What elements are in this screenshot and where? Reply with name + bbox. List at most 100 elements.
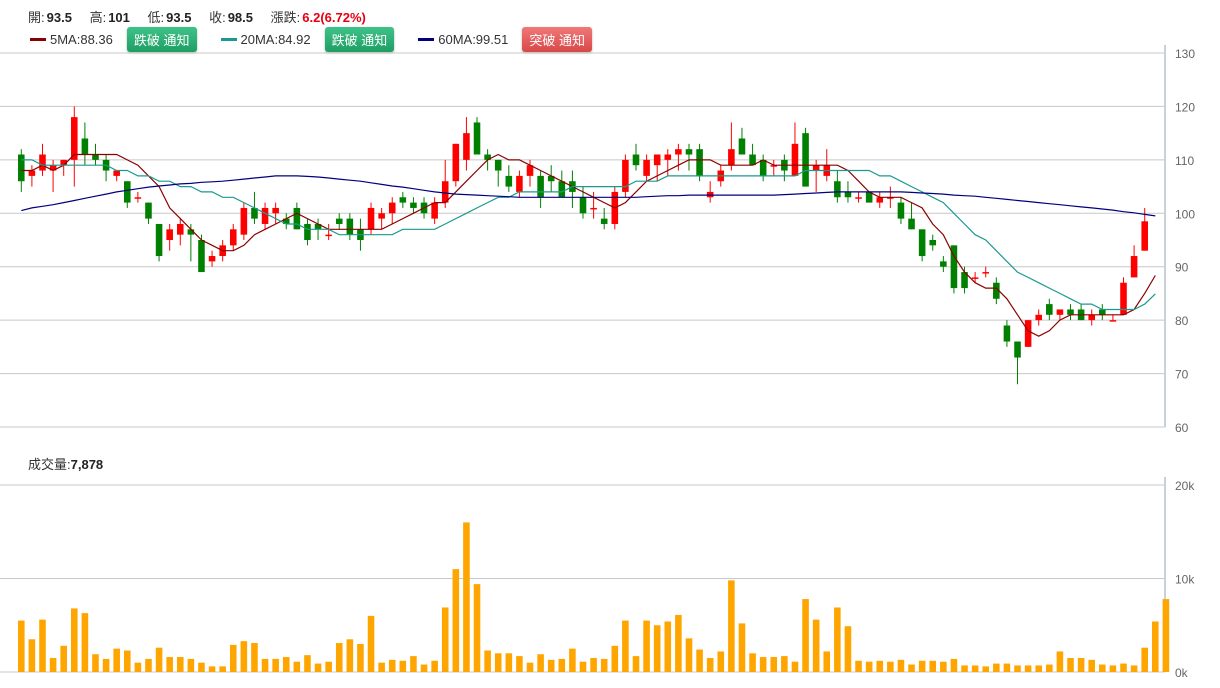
candle-body	[579, 197, 587, 214]
candle-body	[484, 154, 491, 160]
volume-bar	[1109, 665, 1117, 672]
volume-bar	[844, 626, 852, 672]
candle-body	[1109, 320, 1117, 322]
volume-bar	[855, 660, 862, 672]
candle-body	[738, 138, 746, 155]
candle-body	[388, 202, 396, 214]
volume-bar	[240, 641, 248, 672]
volume-bar	[611, 645, 619, 672]
candle-body	[993, 282, 1000, 299]
ma20-label: 20MA:84.92	[240, 31, 311, 47]
volume-bar	[1014, 665, 1021, 672]
low-label: 低:	[147, 10, 165, 25]
candle-body	[770, 165, 778, 167]
ma5-alert-button[interactable]: 跌破 通知	[126, 26, 197, 52]
volume-bar	[632, 656, 640, 672]
volume-bar	[155, 647, 163, 672]
low-value: 93.5	[166, 10, 192, 25]
volume-bar	[367, 615, 375, 672]
volume-bar	[484, 650, 491, 672]
candle-body	[431, 202, 438, 219]
volume-bar	[675, 614, 682, 672]
volume-bar	[113, 648, 120, 672]
price-tick-label: 90	[1175, 261, 1189, 275]
volume-bar	[102, 658, 110, 672]
candle-body	[198, 240, 205, 273]
ma60-alert-button[interactable]: 突破 通知	[522, 26, 592, 52]
open-value: 93.5	[46, 10, 72, 25]
candle-body	[1120, 282, 1127, 315]
volume-bar	[219, 666, 226, 672]
ma60-label: 60MA:99.51	[438, 31, 509, 47]
volume-bar	[314, 663, 322, 672]
candle-body	[685, 149, 693, 155]
candle-body	[346, 218, 354, 235]
volume-bar	[791, 661, 799, 672]
ohlc-summary: 開: 93.5 高: 101 低: 93.5 收: 98.5 漲跌: 6.2(6.72%)	[28, 7, 368, 26]
candle-body	[1088, 314, 1095, 321]
candle-body	[971, 277, 979, 279]
candle-body	[452, 143, 460, 182]
volume-bar	[145, 658, 152, 672]
candle-body	[632, 154, 640, 166]
ma20-alert-button[interactable]: 跌破 通知	[324, 26, 395, 52]
volume-bar	[198, 662, 205, 672]
candle-body	[844, 191, 852, 198]
ma20-legend: 20MA:84.92 跌破 通知	[220, 26, 409, 52]
candle-body	[918, 229, 926, 257]
candle-body	[92, 154, 99, 160]
volume-bar	[28, 639, 36, 672]
candle-body	[749, 154, 756, 166]
volume-bar	[92, 654, 99, 672]
volume-bar	[452, 569, 460, 672]
volume-bar	[622, 620, 629, 672]
volume-bar	[876, 660, 884, 672]
volume-bar	[60, 645, 67, 672]
candle-body	[961, 272, 968, 289]
candle-body	[600, 218, 608, 224]
volume-bar	[18, 620, 25, 672]
candle-body	[759, 159, 767, 176]
volume-bar	[272, 658, 279, 672]
volume-tick-label: 20k	[1175, 479, 1195, 493]
volume-label: 成交量:	[28, 457, 71, 472]
candle-body	[1056, 309, 1064, 315]
volume-bar	[1099, 664, 1106, 672]
candle-body	[1067, 309, 1074, 315]
volume-bar	[558, 658, 566, 672]
price-tick-label: 80	[1175, 314, 1189, 328]
volume-bar	[399, 660, 407, 672]
volume-bar	[728, 580, 735, 672]
volume-bar	[547, 659, 555, 672]
candle-body	[1024, 320, 1032, 347]
candle-body	[1003, 325, 1011, 342]
volume-bar	[431, 660, 438, 672]
candle-body	[463, 133, 470, 160]
candle-body	[1046, 304, 1053, 315]
candle-body	[494, 159, 502, 171]
volume-bar	[1088, 659, 1095, 672]
volume-bar	[918, 660, 926, 672]
volume-bar	[1130, 665, 1138, 672]
volume-bar	[378, 662, 385, 672]
price-tick-label: 60	[1175, 421, 1189, 435]
candle-body	[208, 256, 216, 262]
ma-legend: 5MA:88.36 跌破 通知 20MA:84.92 跌破 通知 60MA:99…	[30, 26, 616, 52]
volume-bar	[749, 653, 756, 672]
candle-body	[18, 154, 25, 182]
candle-body	[526, 165, 534, 176]
candle-body	[60, 159, 67, 166]
candle-body	[1099, 309, 1106, 315]
volume-bar	[1046, 664, 1053, 672]
price-tick-label: 70	[1175, 368, 1189, 382]
candle-body	[791, 143, 799, 176]
candle-body	[282, 218, 290, 224]
volume-bar	[346, 639, 354, 672]
candle-body	[187, 229, 195, 235]
volume-bar	[187, 658, 195, 672]
candle-body	[643, 159, 650, 176]
candle-body	[473, 122, 481, 155]
candle-body	[176, 223, 184, 235]
candle-body	[590, 207, 597, 210]
